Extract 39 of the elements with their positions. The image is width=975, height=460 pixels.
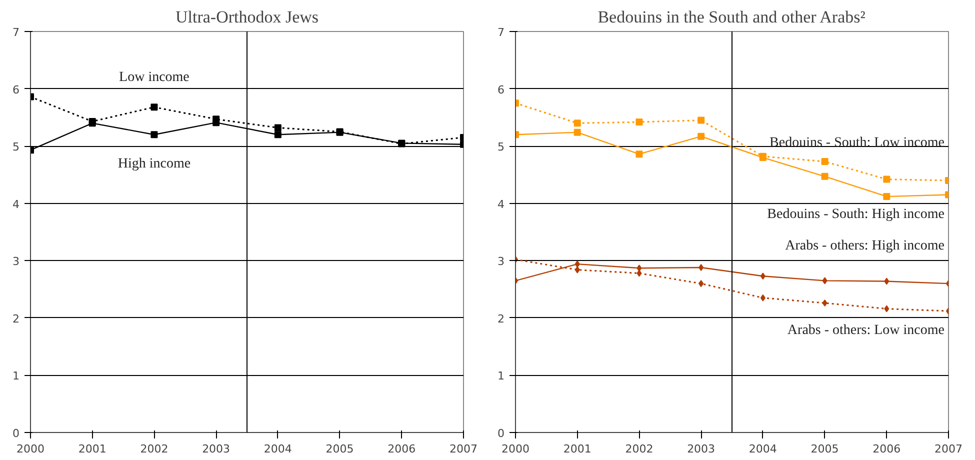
- y-tick-label: 5: [12, 140, 20, 154]
- y-tick-label: 6: [12, 83, 20, 96]
- x-tick-label: 2002: [140, 442, 168, 456]
- x-tick-label: 2000: [502, 442, 530, 456]
- series-label: Bedouins - South: High income: [767, 206, 945, 222]
- x-tick-label: 2005: [326, 442, 354, 456]
- y-tick-label: 2: [12, 312, 20, 326]
- x-tick-label: 2004: [748, 442, 777, 456]
- series-label: High income: [118, 156, 191, 172]
- y-tick-label: 6: [498, 83, 504, 96]
- x-tick-label: 2006: [872, 442, 901, 456]
- x-tick-label: 2002: [625, 442, 654, 456]
- y-tick-label: 5: [498, 140, 504, 154]
- x-tick-label: 2001: [78, 442, 106, 456]
- x-tick-label: 2005: [810, 442, 839, 456]
- x-tick-label: 2000: [16, 442, 45, 456]
- x-tick-label: 2001: [563, 442, 592, 456]
- y-tick-label: 7: [498, 26, 504, 39]
- y-tick-label: 4: [498, 198, 504, 211]
- series-label: Low income: [119, 70, 190, 86]
- y-tick-label: 0: [12, 427, 20, 440]
- y-tick-label: 3: [12, 255, 20, 268]
- y-tick-label: 1: [498, 370, 504, 383]
- x-tick-label: 2003: [202, 442, 230, 456]
- series-label: Arabs - others: High income: [785, 238, 945, 254]
- x-tick-label: 2003: [687, 442, 716, 456]
- x-tick-label: 2004: [264, 442, 292, 456]
- x-tick-label: 2007: [934, 442, 963, 456]
- y-tick-label: 2: [498, 312, 504, 326]
- chart-title: Bedouins in the South and other Arabs²: [598, 8, 866, 26]
- y-tick-label: 1: [12, 370, 20, 383]
- x-tick-label: 2007: [450, 442, 478, 456]
- series-label: Arabs - others: Low income: [787, 323, 945, 338]
- y-tick-label: 7: [12, 26, 20, 39]
- chart-title: Ultra-Orthodox Jews: [175, 8, 319, 26]
- y-tick-label: 4: [12, 198, 20, 211]
- y-tick-label: 0: [498, 427, 504, 440]
- x-tick-label: 2006: [388, 442, 416, 456]
- y-tick-label: 3: [498, 255, 504, 268]
